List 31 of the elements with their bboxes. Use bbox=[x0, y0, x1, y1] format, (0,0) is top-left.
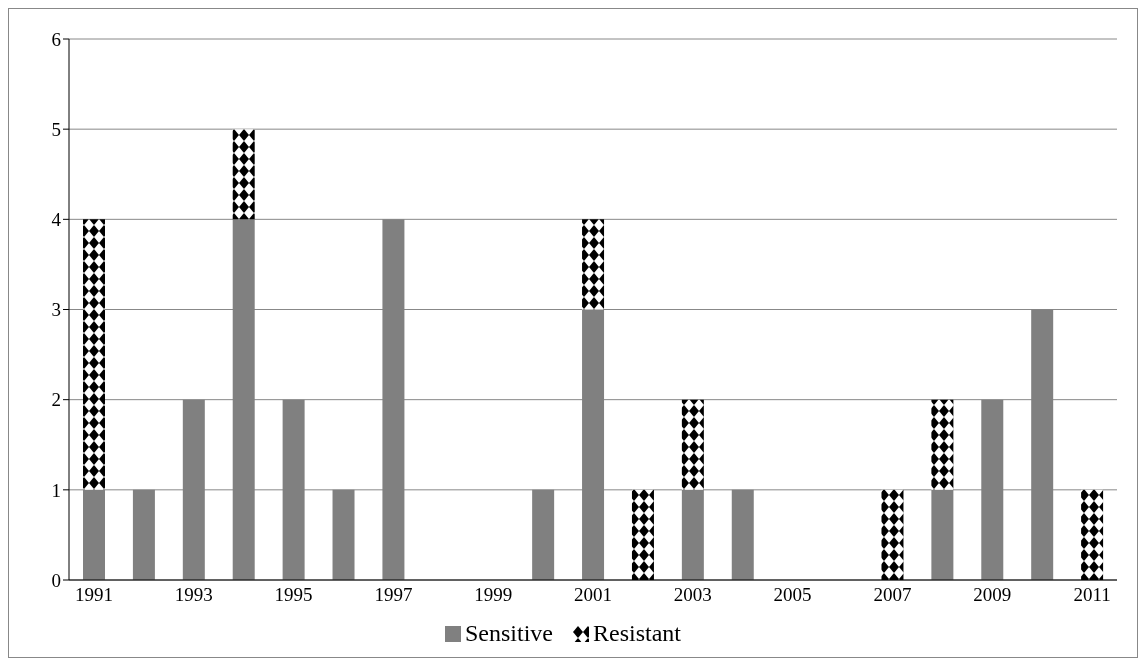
bar bbox=[83, 219, 105, 490]
bar bbox=[1081, 489, 1104, 580]
x-tick-label: 2007 bbox=[873, 584, 912, 606]
bar bbox=[931, 489, 954, 580]
legend-label: Sensitive bbox=[465, 620, 553, 647]
x-tick-label: 1995 bbox=[274, 584, 313, 606]
bar bbox=[881, 489, 904, 580]
y-tick-label: 6 bbox=[51, 28, 61, 50]
x-tick-label: 1993 bbox=[174, 584, 213, 606]
bar bbox=[681, 399, 704, 490]
x-tick-label: 1991 bbox=[74, 584, 113, 606]
y-tick-label: 2 bbox=[51, 389, 61, 411]
legend-label: Resistant bbox=[593, 620, 681, 647]
bar bbox=[582, 219, 605, 310]
bar bbox=[83, 489, 105, 580]
x-tick-label: 1997 bbox=[374, 584, 413, 606]
x-tick-label: 1999 bbox=[474, 584, 513, 606]
bar bbox=[681, 489, 704, 580]
y-tick-label: 1 bbox=[51, 479, 61, 501]
x-tick-label: 2005 bbox=[773, 584, 812, 606]
bar bbox=[931, 399, 954, 490]
x-tick-label: 2001 bbox=[574, 584, 612, 606]
x-tick-label: 2003 bbox=[673, 584, 712, 606]
y-tick-label: 4 bbox=[51, 209, 62, 231]
y-tick-label: 0 bbox=[51, 569, 61, 591]
y-tick-label: 5 bbox=[51, 118, 61, 140]
bar bbox=[631, 489, 654, 580]
bar bbox=[232, 129, 255, 220]
x-tick-label: 2009 bbox=[973, 584, 1012, 606]
y-tick-label: 3 bbox=[51, 299, 61, 321]
x-tick-label: 2011 bbox=[1073, 584, 1111, 606]
